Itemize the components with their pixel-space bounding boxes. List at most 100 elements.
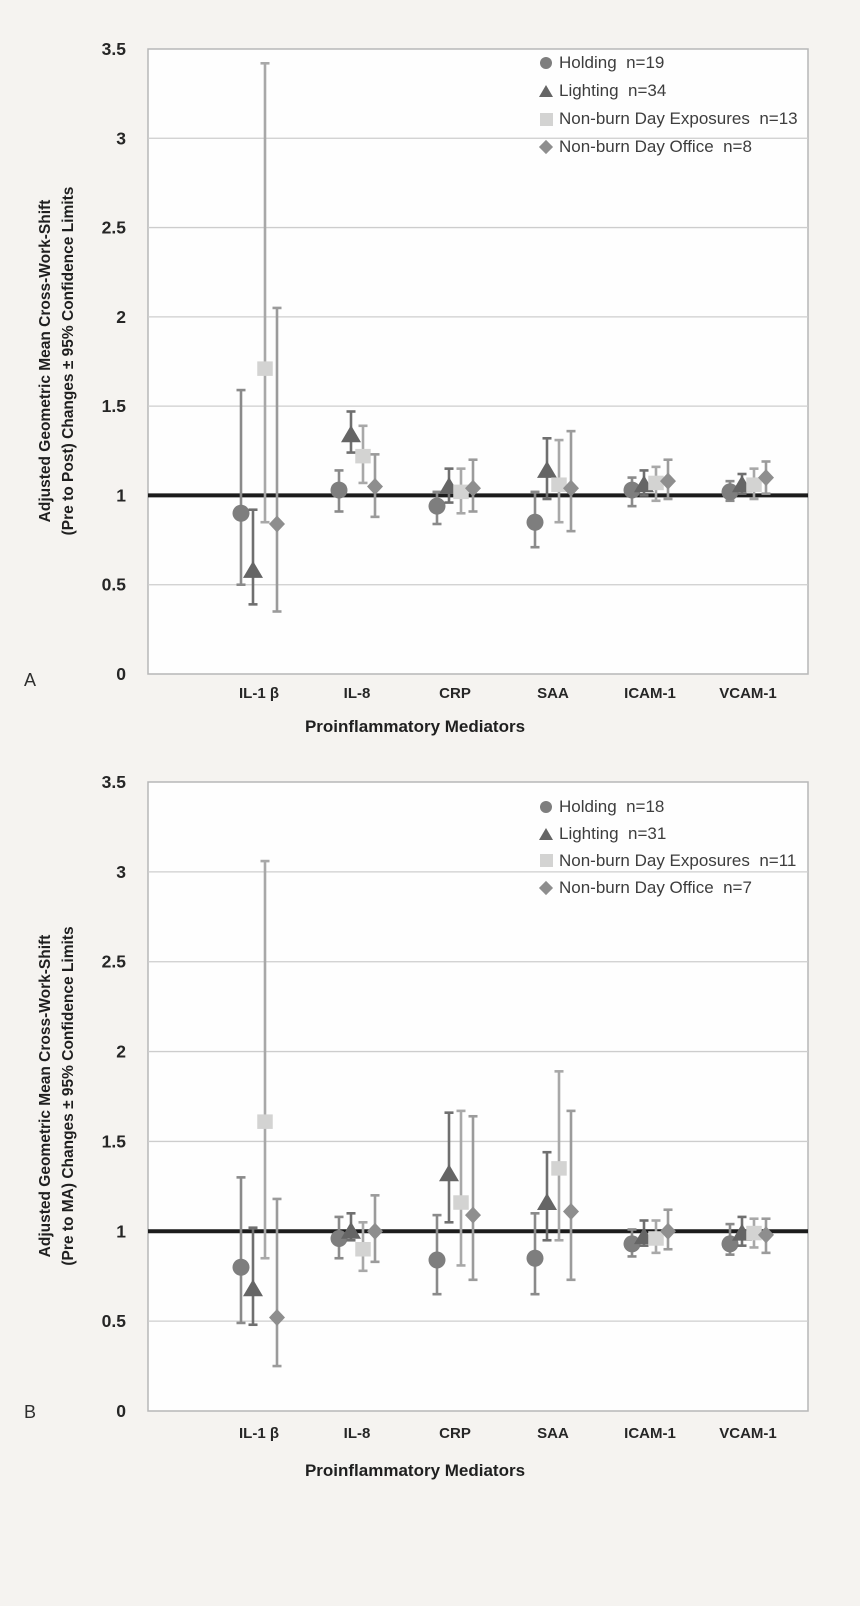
panel-a-y-tick-2.5: 2.5	[102, 218, 127, 238]
panel-b-lighting-cat2-marker	[439, 1164, 459, 1182]
panel-a-letter: A	[24, 670, 37, 690]
legend-item-lighting: Lighting n=34	[538, 77, 798, 105]
panel-a-non-burn-day-office-cat5-marker	[758, 469, 774, 487]
panel-a-non-burn-day-exposures-cat2-marker	[453, 484, 469, 500]
panel-b-holding-cat4-marker	[623, 1235, 641, 1253]
panel-b-holding-cat1-marker	[330, 1229, 348, 1247]
legend-item-non-burn-day-office: Non-burn Day Office n=8	[538, 133, 798, 161]
panel-a-holding-cat3-marker	[526, 513, 544, 531]
exposures-square-icon	[538, 854, 554, 867]
legend-item-holding: Holding n=19	[538, 49, 798, 77]
panel-b-y-tick-0: 0	[116, 1401, 126, 1421]
panel-a-x-label-icam-1: ICAM-1	[624, 685, 676, 702]
panel-a-holding-cat1-marker	[330, 481, 348, 499]
panel-b-y-axis-title-line1: Adjusted Geometric Mean Cross-Work-Shift	[37, 934, 54, 1258]
panel-a-y-axis-title-line1: Adjusted Geometric Mean Cross-Work-Shift	[37, 199, 54, 523]
panel-b-x-axis-title: Proinflammatory Mediators	[304, 1461, 526, 1480]
panel-b-plot-area	[147, 781, 809, 1412]
panel-a-holding-cat2-marker	[428, 497, 446, 515]
panel-b-holding-cat0-marker	[232, 1258, 250, 1276]
panel-b-non-burn-day-office-cat2-marker	[465, 1206, 481, 1224]
holding-circle-icon	[538, 800, 554, 813]
panel-b-non-burn-day-exposures-cat3-marker	[551, 1161, 567, 1176]
legend-label: Non-burn Day Exposures n=11	[559, 850, 797, 870]
panel-a-legend: Holding n=19 Lighting n=34 Non-burn Day …	[538, 49, 798, 161]
panel-a-lighting-cat0-marker	[243, 560, 263, 578]
panel-b-y-tick-1.5: 1.5	[102, 1131, 127, 1151]
panel-b-holding-cat3-marker	[526, 1249, 544, 1267]
panel-b-non-burn-day-office-cat0-marker	[269, 1309, 285, 1327]
panel-a-non-burn-day-office-cat1-marker	[367, 478, 383, 495]
legend-item-non-burn-day-exposures: Non-burn Day Exposures n=11	[538, 847, 796, 874]
panel-a-non-burn-day-exposures-cat5-marker	[746, 477, 762, 492]
panel-b-x-label-saa: SAA	[537, 1425, 569, 1442]
panel-a-non-burn-day-office-cat2-marker	[465, 479, 481, 497]
lighting-triangle-icon	[538, 827, 554, 840]
legend-label: Non-burn Day Exposures n=13	[559, 109, 798, 128]
panel-a-x-label-il-1: IL-1 β	[239, 685, 279, 702]
panel-b-y-tick-2: 2	[116, 1042, 126, 1062]
panel-b-y-tick-3: 3	[116, 862, 126, 882]
panel-a-non-burn-day-office-cat3-marker	[563, 479, 579, 497]
panel-a-x-label-saa: SAA	[537, 685, 569, 702]
holding-circle-icon	[538, 57, 554, 69]
panel-a-non-burn-day-exposures-cat4-marker	[648, 475, 664, 491]
legend-label: Holding n=18	[559, 796, 665, 816]
panel-b-chart: 0 0.5 1 1.5 2 2.5 3 3.5 IL-1 β IL-8 CRP SAA ICAM-1 VC…	[102, 772, 809, 1442]
panel-b-y-tick-0.5: 0.5	[102, 1311, 127, 1331]
panel-a-lighting-cat3-marker	[537, 460, 557, 478]
panel-b-holding-cat2-marker	[428, 1251, 446, 1269]
office-diamond-icon	[538, 880, 554, 895]
panel-b-y-axis-title: Adjusted Geometric Mean Cross-Work-Shift…	[34, 816, 80, 1376]
panel-a-y-tick-0.5: 0.5	[102, 575, 127, 595]
legend-item-lighting: Lighting n=31	[538, 820, 796, 847]
panel-a-lighting-cat1-marker	[341, 425, 361, 443]
panel-a-non-burn-day-exposures-cat1-marker	[355, 448, 371, 464]
panel-b-legend: Holding n=18 Lighting n=31 Non-burn Day …	[538, 793, 796, 901]
panel-b-non-burn-day-exposures-cat1-marker	[355, 1242, 371, 1257]
panel-a-non-burn-day-exposures-cat3-marker	[551, 477, 567, 492]
panel-a-non-burn-day-exposures-cat0-marker	[257, 361, 273, 376]
panel-a-x-axis-title: Proinflammatory Mediators	[304, 717, 526, 736]
panel-a-y-axis-title: Adjusted Geometric Mean Cross-Work-Shift…	[34, 81, 80, 641]
panel-a-y-tick-1: 1	[116, 485, 126, 505]
panel-b-non-burn-day-exposures-cat5-marker	[746, 1225, 762, 1241]
panel-a-y-tick-0: 0	[116, 664, 126, 684]
panel-b-lighting-cat0-marker	[243, 1279, 263, 1297]
panel-a-x-label-crp: CRP	[439, 685, 471, 702]
panel-b-letter: B	[24, 1402, 37, 1422]
panel-a-holding-cat0-marker	[232, 504, 250, 522]
panel-b-non-burn-day-office-cat5-marker	[758, 1226, 774, 1244]
legend-label: Lighting n=34	[559, 81, 667, 100]
legend-label: Non-burn Day Office n=7	[559, 877, 752, 897]
panel-a-holding-cat4-marker	[623, 481, 641, 499]
panel-a-non-burn-day-office-cat0-marker	[269, 515, 285, 533]
panel-b-y-tick-1: 1	[116, 1221, 126, 1241]
legend-label: Lighting n=31	[559, 823, 667, 843]
legend-label: Holding n=19	[559, 53, 665, 72]
panel-b-non-burn-day-office-cat1-marker	[367, 1222, 383, 1240]
panel-a-y-tick-1.5: 1.5	[102, 396, 127, 416]
panel-b-non-burn-day-office-cat3-marker	[563, 1203, 579, 1221]
panel-a-chart: 0 0.5 1 1.5 2 2.5 3 3.5 IL-1 β IL-8 CRP SAA ICAM-1 VC…	[102, 39, 809, 702]
legend-item-non-burn-day-exposures: Non-burn Day Exposures n=13	[538, 105, 798, 133]
panel-b-x-label-icam-1: ICAM-1	[624, 1425, 676, 1442]
panel-a-y-tick-2: 2	[116, 307, 126, 327]
legend-item-holding: Holding n=18	[538, 793, 796, 820]
panel-a-x-label-vcam-1: VCAM-1	[719, 685, 777, 702]
panel-b-non-burn-day-exposures-cat2-marker	[453, 1195, 469, 1210]
panel-b-x-label-il-1: IL-1 β	[239, 1425, 279, 1442]
panel-b-y-tick-2.5: 2.5	[102, 952, 127, 972]
panel-b-non-burn-day-exposures-cat4-marker	[648, 1231, 664, 1246]
panel-a-y-axis-title-line2: (Pre to Post) Changes ± 95% Confidence L…	[60, 186, 77, 536]
exposures-square-icon	[538, 112, 554, 126]
panel-b-lighting-cat1-marker	[341, 1221, 361, 1239]
panel-b-x-label-il-8: IL-8	[344, 1425, 371, 1442]
panel-b-x-label-crp: CRP	[439, 1425, 471, 1442]
panel-a-holding-cat5-marker	[721, 483, 739, 501]
panel-b-y-axis-title-line2: (Pre to MA) Changes ± 95% Confidence Lim…	[60, 926, 77, 1266]
panel-b-non-burn-day-office-cat4-marker	[660, 1222, 676, 1240]
panel-b-x-label-vcam-1: VCAM-1	[719, 1425, 777, 1442]
panel-b-non-burn-day-exposures-cat0-marker	[257, 1114, 273, 1129]
